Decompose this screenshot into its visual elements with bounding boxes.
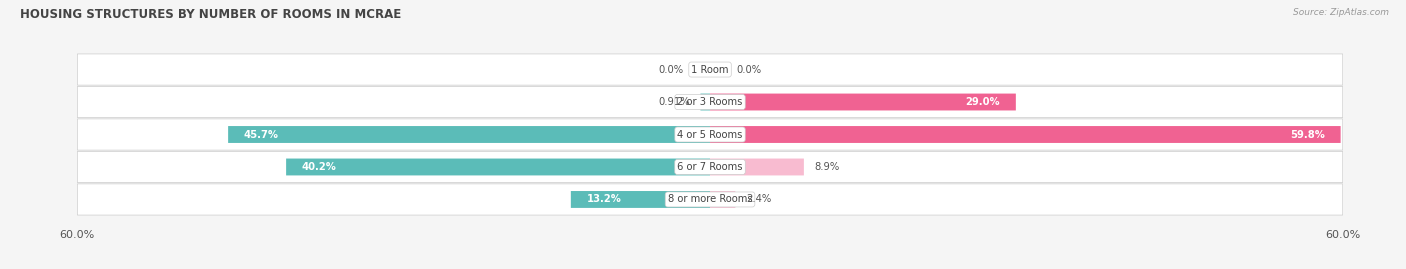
FancyBboxPatch shape <box>228 126 710 143</box>
Text: 0.91%: 0.91% <box>658 97 690 107</box>
Text: 6 or 7 Rooms: 6 or 7 Rooms <box>678 162 742 172</box>
FancyBboxPatch shape <box>710 126 1341 143</box>
FancyBboxPatch shape <box>77 54 1343 85</box>
FancyBboxPatch shape <box>710 158 804 175</box>
FancyBboxPatch shape <box>287 158 710 175</box>
FancyBboxPatch shape <box>710 191 735 208</box>
Text: 2 or 3 Rooms: 2 or 3 Rooms <box>678 97 742 107</box>
Text: 29.0%: 29.0% <box>966 97 1000 107</box>
Text: 59.8%: 59.8% <box>1289 129 1324 140</box>
FancyBboxPatch shape <box>700 94 710 111</box>
FancyBboxPatch shape <box>77 151 1343 183</box>
FancyBboxPatch shape <box>77 119 1343 150</box>
FancyBboxPatch shape <box>77 86 1343 118</box>
Text: 2.4%: 2.4% <box>747 194 770 204</box>
Text: 4 or 5 Rooms: 4 or 5 Rooms <box>678 129 742 140</box>
Text: 45.7%: 45.7% <box>245 129 278 140</box>
Text: HOUSING STRUCTURES BY NUMBER OF ROOMS IN MCRAE: HOUSING STRUCTURES BY NUMBER OF ROOMS IN… <box>20 8 401 21</box>
FancyBboxPatch shape <box>710 94 1015 111</box>
Text: Source: ZipAtlas.com: Source: ZipAtlas.com <box>1294 8 1389 17</box>
Text: 0.0%: 0.0% <box>658 65 683 75</box>
Text: 8.9%: 8.9% <box>814 162 839 172</box>
Text: 40.2%: 40.2% <box>302 162 337 172</box>
FancyBboxPatch shape <box>571 191 710 208</box>
FancyBboxPatch shape <box>77 184 1343 215</box>
Text: 0.0%: 0.0% <box>737 65 762 75</box>
Text: 1 Room: 1 Room <box>692 65 728 75</box>
Text: 13.2%: 13.2% <box>586 194 621 204</box>
Text: 8 or more Rooms: 8 or more Rooms <box>668 194 752 204</box>
